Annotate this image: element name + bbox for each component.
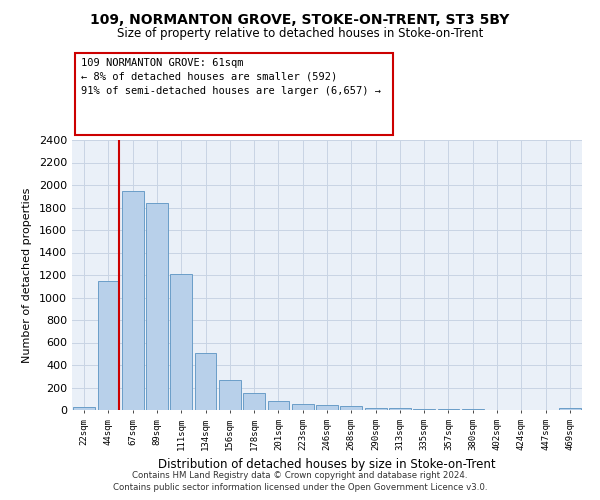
Bar xyxy=(389,408,411,410)
Bar xyxy=(559,408,581,410)
Bar xyxy=(97,280,119,410)
Bar xyxy=(243,392,265,410)
Bar xyxy=(146,203,168,410)
Bar xyxy=(268,401,289,410)
Bar xyxy=(122,190,143,410)
Bar xyxy=(170,274,192,410)
Bar xyxy=(340,406,362,410)
Bar xyxy=(194,352,217,410)
Text: Size of property relative to detached houses in Stoke-on-Trent: Size of property relative to detached ho… xyxy=(117,28,483,40)
Bar xyxy=(73,406,95,410)
Bar xyxy=(292,404,314,410)
Text: Contains HM Land Registry data © Crown copyright and database right 2024.
Contai: Contains HM Land Registry data © Crown c… xyxy=(113,471,487,492)
Y-axis label: Number of detached properties: Number of detached properties xyxy=(22,188,32,362)
X-axis label: Distribution of detached houses by size in Stoke-on-Trent: Distribution of detached houses by size … xyxy=(158,458,496,471)
Bar xyxy=(219,380,241,410)
Text: 109, NORMANTON GROVE, STOKE-ON-TRENT, ST3 5BY: 109, NORMANTON GROVE, STOKE-ON-TRENT, ST… xyxy=(91,12,509,26)
Bar xyxy=(365,408,386,410)
Bar xyxy=(413,409,435,410)
Text: 109 NORMANTON GROVE: 61sqm
← 8% of detached houses are smaller (592)
91% of semi: 109 NORMANTON GROVE: 61sqm ← 8% of detac… xyxy=(81,58,381,96)
Bar xyxy=(316,405,338,410)
